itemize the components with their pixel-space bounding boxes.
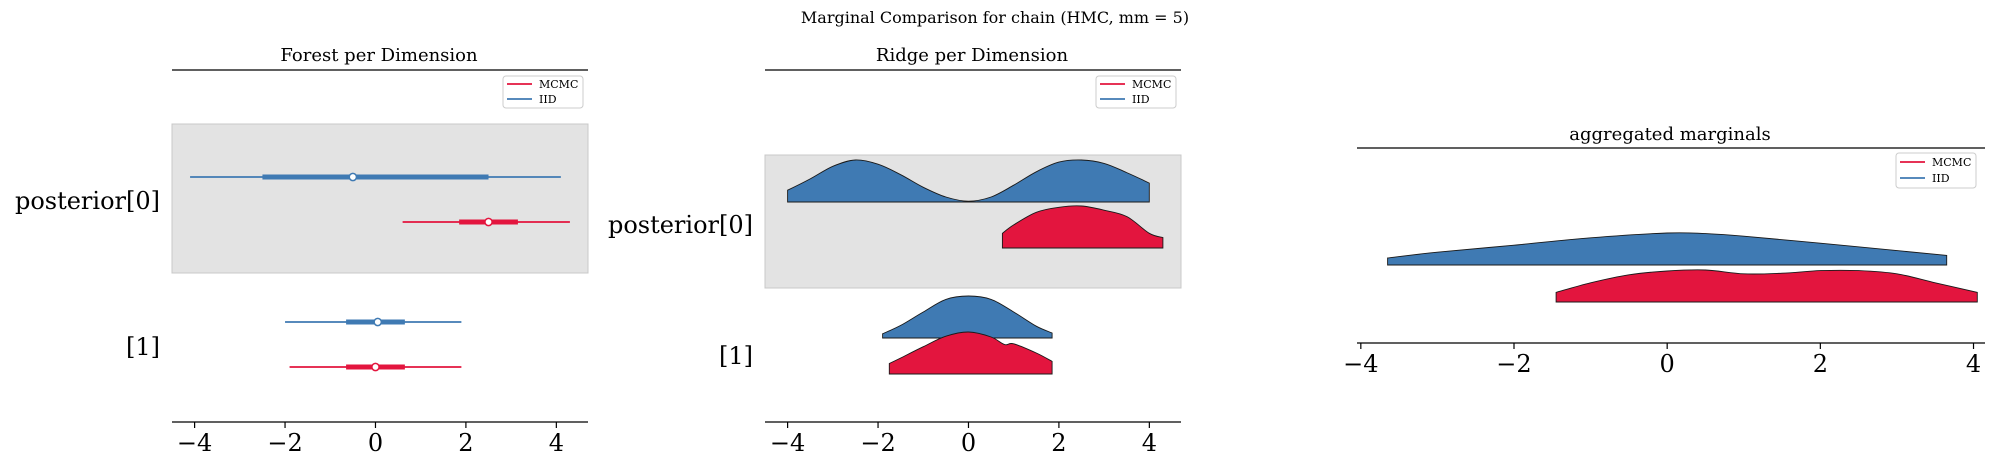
forest-row-label-1: [1] xyxy=(126,333,160,361)
forest-tick-label-1: −2 xyxy=(267,429,302,457)
forest-iid-row0-point xyxy=(348,172,358,182)
aggregated-legend-iid: IID xyxy=(1932,172,1950,185)
ridge-tick-label-0: −4 xyxy=(770,429,805,457)
forest-marks xyxy=(190,172,570,372)
forest-legend: MCMC IID xyxy=(502,75,584,109)
forest-x-ticks: −4 −2 0 2 4 xyxy=(177,422,564,457)
ridge-tick-label-4: 4 xyxy=(1142,429,1157,457)
aggregated-marks xyxy=(1387,232,1978,303)
ridge-legend: MCMC IID xyxy=(1095,75,1177,109)
forest-iid-row1-point xyxy=(373,317,383,327)
forest-tick-label-0: −4 xyxy=(177,429,212,457)
forest-panel: Forest per Dimension posterior[0] [1] −4… xyxy=(15,45,589,457)
aggregated-legend: MCMC IID xyxy=(1895,152,1977,189)
aggregated-x-ticks: −4 −2 0 2 4 xyxy=(1343,343,1981,378)
ridge-tick-label-3: 2 xyxy=(1051,429,1066,457)
ridge-row-label-0: posterior[0] xyxy=(608,211,753,239)
forest-row-0-band xyxy=(171,123,589,274)
ridge-row-label-1: [1] xyxy=(719,342,753,370)
ridge-panel: Ridge per Dimension posterior[0] [1] −4−… xyxy=(608,45,1182,457)
ridge-ridge-iid-0 xyxy=(787,159,1150,203)
aggregated-tick-label-1: −2 xyxy=(1496,350,1531,378)
forest-title: Forest per Dimension xyxy=(280,45,478,66)
aggregated-legend-mcmc: MCMC xyxy=(1932,156,1971,169)
forest-tick-label-2: 0 xyxy=(368,429,383,457)
aggregated-tick-label-3: 2 xyxy=(1813,350,1828,378)
ridge-legend-mcmc: MCMC xyxy=(1132,78,1171,91)
aggregated-tick-label-2: 0 xyxy=(1660,350,1675,378)
ridge-ridge-iid-2 xyxy=(882,295,1053,339)
aggregated-ridge-iid-0 xyxy=(1387,232,1948,266)
ridge-tick-label-2: 0 xyxy=(961,429,976,457)
aggregated-tick-label-4: 4 xyxy=(1966,350,1981,378)
forest-mcmc-row1-point xyxy=(371,362,380,372)
ridge-tick-label-1: −2 xyxy=(860,429,895,457)
forest-tick-label-3: 2 xyxy=(458,429,473,457)
aggregated-panel: aggregated marginals −4 −2 0 2 4 MCMC IID xyxy=(1343,124,1985,378)
ridge-ridge-mcmc-3 xyxy=(888,331,1053,375)
forest-row-label-0: posterior[0] xyxy=(15,187,160,215)
ridge-x-ticks: −4 −2 0 2 4 xyxy=(770,422,1157,457)
aggregated-title: aggregated marginals xyxy=(1569,124,1770,145)
forest-mcmc-row0-point xyxy=(484,217,493,227)
ridge-title: Ridge per Dimension xyxy=(876,45,1069,66)
forest-legend-mcmc: MCMC xyxy=(539,78,578,91)
figure-suptitle: Marginal Comparison for chain (HMC, mm =… xyxy=(801,8,1189,27)
forest-tick-label-4: 4 xyxy=(549,429,564,457)
ridge-legend-iid: IID xyxy=(1132,93,1150,106)
ridge-ridge-mcmc-1 xyxy=(1001,205,1164,249)
forest-legend-iid: IID xyxy=(539,93,557,106)
aggregated-tick-label-0: −4 xyxy=(1343,350,1378,378)
aggregated-ridge-mcmc-1 xyxy=(1555,269,1978,303)
ridge-marks xyxy=(787,159,1164,375)
